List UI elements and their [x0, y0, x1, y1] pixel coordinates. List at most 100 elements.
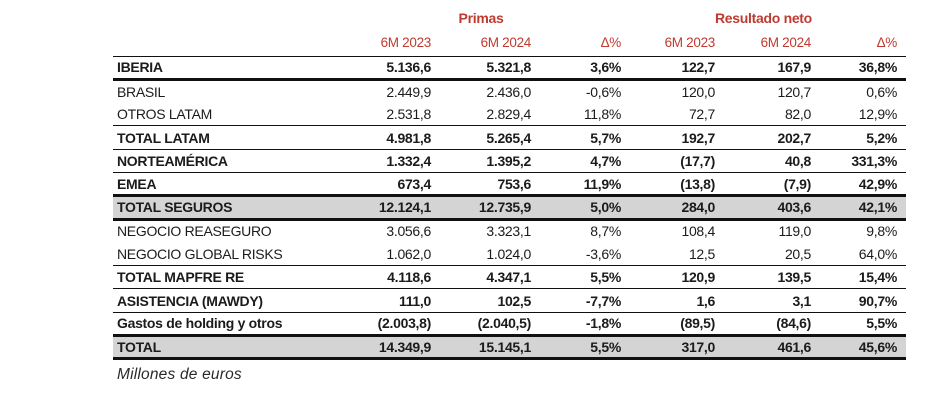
value-cell: 72,7 [621, 102, 715, 127]
value-cell: 108,4 [681, 223, 715, 240]
group-header-row: Primas Resultado neto [113, 6, 906, 30]
value-cell: 2.829,4 [431, 102, 531, 127]
value-cell: -0,6% [585, 83, 621, 100]
table-row-asistencia-mawdy: ASISTENCIA (MAWDY) 111,0 102,5 -7,7% 1,6… [113, 288, 906, 313]
value-cell: 2.531,8 [328, 102, 431, 127]
value-cell: 139,5 [715, 265, 811, 290]
value-cell: (84,6) [715, 312, 811, 338]
value-cell: (2.040,5) [431, 312, 531, 338]
row-label: OTROS LATAM [113, 102, 328, 127]
table-row-total-seguros: TOTAL SEGUROS 12.124,1 12.735,9 5,0% 284… [113, 195, 906, 221]
row-label: NORTEAMÉRICA [113, 149, 328, 173]
value-cell: -3,6% [531, 242, 621, 267]
col-header-resultado-6m2023: 6M 2023 [621, 30, 715, 57]
value-cell: 5,7% [531, 125, 621, 150]
units-footnote: Millones de euros [117, 366, 242, 383]
value-cell: 120,7 [777, 83, 811, 100]
value-cell: 14.349,9 [328, 335, 431, 361]
row-label: ASISTENCIA (MAWDY) [113, 288, 328, 313]
value-cell: (7,9) [715, 172, 811, 198]
value-cell: 1.024,0 [431, 242, 531, 267]
col-header-primas-6m2024: 6M 2024 [431, 30, 531, 57]
row-label: NEGOCIO REASEGURO [117, 223, 272, 240]
value-cell: 5.265,4 [431, 125, 531, 150]
value-cell: 8,7% [590, 223, 621, 240]
value-cell: 36,8% [811, 56, 906, 81]
table-row-total-mapfre-re: TOTAL MAPFRE RE 4.118,6 4.347,1 5,5% 120… [113, 265, 906, 290]
row-label: EMEA [113, 172, 328, 198]
value-cell: 111,0 [328, 288, 431, 313]
row-label: IBERIA [113, 56, 328, 81]
table-row-negocio-reaseguro: NEGOCIO REASEGURO 3.056,6 3.323,1 8,7% 1… [113, 219, 906, 242]
value-cell: 12,5 [621, 242, 715, 267]
value-cell: 40,8 [715, 149, 811, 173]
value-cell: 753,6 [431, 172, 531, 198]
value-cell: 5,5% [811, 312, 906, 338]
value-cell: 403,6 [715, 195, 811, 221]
value-cell: 12,9% [811, 102, 906, 127]
results-table: Primas Resultado neto 6M 2023 6M 2024 Δ%… [113, 6, 906, 361]
value-cell: 5,5% [531, 335, 621, 361]
value-cell: -7,7% [531, 288, 621, 313]
value-cell: 4.347,1 [431, 265, 531, 290]
value-cell: 284,0 [621, 195, 715, 221]
value-cell: 2.436,0 [486, 83, 531, 100]
value-cell: 9,8% [866, 223, 897, 240]
value-cell: 12.124,1 [328, 195, 431, 221]
table-row-total: TOTAL 14.349,9 15.145,1 5,5% 317,0 461,6… [113, 335, 906, 361]
col-header-resultado-6m2024: 6M 2024 [715, 30, 811, 57]
group-header-primas: Primas [458, 10, 504, 26]
value-cell: 5,5% [531, 265, 621, 290]
row-label: TOTAL MAPFRE RE [113, 265, 328, 290]
value-cell: 1,6 [621, 288, 715, 313]
table-row-iberia: IBERIA 5.136,6 5.321,8 3,6% 122,7 167,9 … [113, 56, 906, 81]
value-cell: 42,9% [811, 172, 906, 198]
value-cell: (89,5) [621, 312, 715, 338]
table-row-gastos-holding: Gastos de holding y otros (2.003,8) (2.0… [113, 312, 906, 338]
value-cell: 120,9 [621, 265, 715, 290]
value-cell: 2.449,9 [386, 83, 431, 100]
table-row-otros-latam: OTROS LATAM 2.531,8 2.829,4 11,8% 72,7 8… [113, 102, 906, 127]
col-header-primas-delta: Δ% [531, 30, 621, 57]
row-label: Gastos de holding y otros [113, 312, 328, 338]
value-cell: 45,6% [811, 335, 906, 361]
value-cell: 167,9 [715, 56, 811, 81]
group-header-resultado-neto: Resultado neto [715, 10, 812, 26]
value-cell: 1.332,4 [328, 149, 431, 173]
column-header-row: 6M 2023 6M 2024 Δ% 6M 2023 6M 2024 Δ% [113, 30, 906, 57]
value-cell: 5,2% [811, 125, 906, 150]
row-label: TOTAL SEGUROS [113, 195, 328, 221]
table-row-brasil: BRASIL 2.449,9 2.436,0 -0,6% 120,0 120,7… [113, 79, 906, 102]
value-cell: 82,0 [715, 102, 811, 127]
value-cell: 5.321,8 [431, 56, 531, 81]
value-cell: 3,1 [715, 288, 811, 313]
value-cell: 4.118,6 [328, 265, 431, 290]
value-cell: 3.323,1 [486, 223, 531, 240]
value-cell: 5,0% [531, 195, 621, 221]
table-row-total-latam: TOTAL LATAM 4.981,8 5.265,4 5,7% 192,7 2… [113, 125, 906, 150]
row-label: TOTAL LATAM [113, 125, 328, 150]
value-cell: 20,5 [715, 242, 811, 267]
value-cell: 122,7 [621, 56, 715, 81]
value-cell: (13,8) [621, 172, 715, 198]
value-cell: 331,3% [811, 149, 906, 173]
value-cell: 15.145,1 [431, 335, 531, 361]
value-cell: 12.735,9 [431, 195, 531, 221]
value-cell: 1.395,2 [431, 149, 531, 173]
row-label: NEGOCIO GLOBAL RISKS [113, 242, 328, 267]
value-cell: 3.056,6 [386, 223, 431, 240]
value-cell: 1.062,0 [328, 242, 431, 267]
col-header-primas-6m2023: 6M 2023 [328, 30, 431, 57]
value-cell: (17,7) [621, 149, 715, 173]
value-cell: 11,9% [531, 172, 621, 198]
value-cell: 192,7 [621, 125, 715, 150]
value-cell: 64,0% [811, 242, 906, 267]
row-label: TOTAL [113, 335, 328, 361]
value-cell: 317,0 [621, 335, 715, 361]
value-cell: 120,0 [681, 83, 715, 100]
value-cell: 202,7 [715, 125, 811, 150]
value-cell: 461,6 [715, 335, 811, 361]
value-cell: 42,1% [811, 195, 906, 221]
value-cell: 90,7% [811, 288, 906, 313]
